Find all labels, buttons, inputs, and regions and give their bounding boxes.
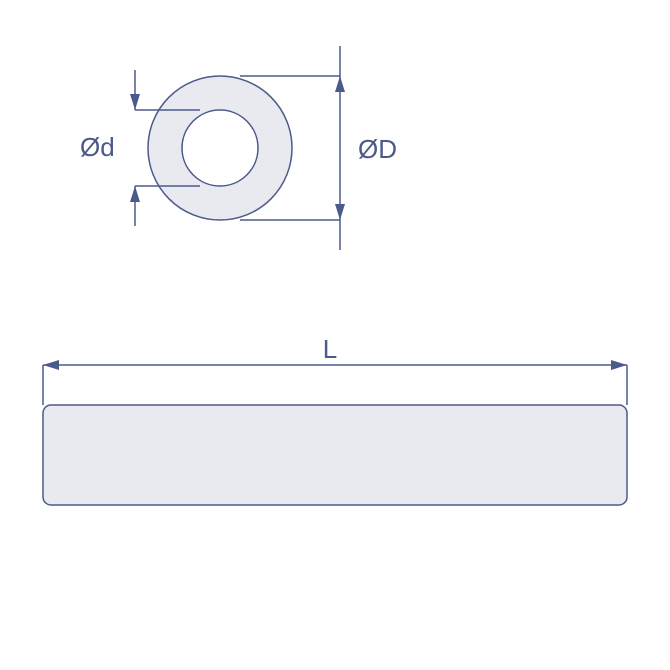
arrowhead [335, 204, 345, 220]
label-D: ØD [358, 134, 397, 164]
tube-side-view [43, 405, 627, 505]
arrowhead [335, 76, 345, 92]
label-L: L [323, 334, 337, 364]
technical-drawing: Ød ØD L [0, 0, 670, 670]
arrowhead [130, 186, 140, 202]
arrowhead [130, 94, 140, 110]
inner-circle [182, 110, 258, 186]
label-d: Ød [80, 132, 115, 162]
arrowhead [611, 360, 627, 370]
arrowhead [43, 360, 59, 370]
